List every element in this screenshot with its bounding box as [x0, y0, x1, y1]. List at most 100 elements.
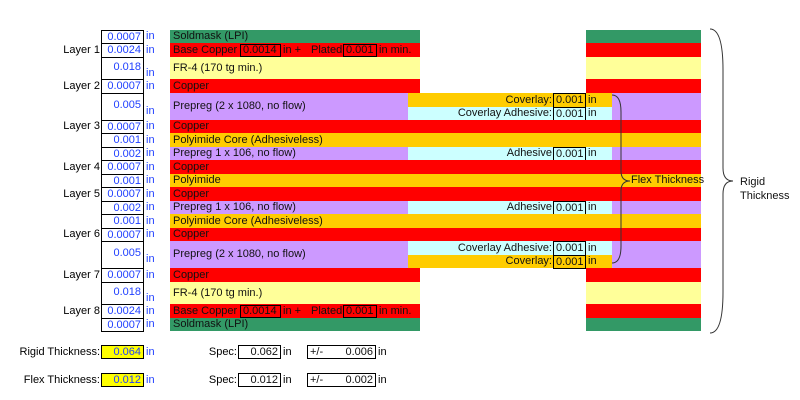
layer-label: Layer 8	[63, 305, 100, 317]
flex-spec-input[interactable]: 0.012	[238, 373, 281, 387]
thickness-unit: in	[146, 105, 155, 117]
coverlay-layer	[408, 255, 612, 268]
base-copper-unit: in +	[283, 305, 302, 317]
flex-thickness-unit: in	[146, 374, 155, 386]
thickness-unit: in	[146, 44, 155, 56]
thickness-unit: in	[146, 253, 155, 265]
rigid-thickness-label-line2: Thickness	[740, 190, 790, 202]
base-copper-unit: in +	[283, 44, 302, 56]
soldmask-layer: Soldmask (LPI)	[170, 30, 420, 43]
plated-copper-input[interactable]: 0.001	[343, 305, 377, 318]
prepreg-layer: Prepreg 1 x 106, no flow)	[170, 147, 408, 160]
fr4-layer-rigid-right	[586, 57, 701, 79]
rigid-thickness-summary-label: Rigid Thickness:	[19, 346, 101, 358]
flex-thickness-summary-label: Flex Thickness:	[23, 374, 100, 386]
thickness-input[interactable]: 0.0024	[101, 304, 144, 319]
thickness-input[interactable]: 0.018	[101, 282, 144, 305]
thickness-unit: in	[146, 30, 155, 42]
thickness-unit: in	[146, 120, 155, 132]
plated-copper-input[interactable]: 0.001	[343, 44, 377, 57]
base-copper-input[interactable]: 0.0014	[240, 305, 281, 318]
adhesive-layer	[408, 201, 612, 214]
flex-layer-unit: in	[588, 94, 597, 106]
thickness-unit: in	[146, 67, 155, 79]
flex-tolerance-input[interactable]: +/- 0.002	[307, 373, 376, 387]
copper-layer: Copper	[170, 228, 701, 241]
thickness-unit: in	[146, 147, 155, 159]
plated-label: Plated	[311, 44, 343, 56]
layer-label: Layer 4	[63, 161, 100, 173]
prepreg-layer-rigid-right	[612, 241, 701, 268]
thickness-unit: in	[146, 161, 155, 173]
prepreg-layer: Prepreg (2 x 1080, no flow)	[170, 93, 408, 120]
fr4-layer: FR-4 (170 tg min.)	[170, 282, 420, 304]
rigid-tolerance-value: 0.006	[345, 346, 373, 358]
thickness-input[interactable]: 0.002	[101, 147, 144, 161]
copper-layer: Copper	[170, 268, 420, 282]
adhesive-layer	[408, 147, 612, 160]
rigid-thickness-brace-icon	[709, 28, 734, 334]
flex-spec-unit: in	[283, 374, 292, 386]
base-copper-label: Base Copper	[173, 305, 238, 317]
thickness-input[interactable]: 0.005	[101, 241, 144, 269]
thickness-input[interactable]: 0.001	[101, 133, 144, 148]
thickness-input[interactable]: 0.005	[101, 93, 144, 121]
copper-layer-rigid-right	[586, 268, 701, 282]
prepreg-layer-rigid-right	[612, 201, 701, 214]
copper-layer-rigid-right	[586, 79, 701, 93]
flex-layer-label: Coverlay Adhesive:	[457, 242, 552, 254]
rigid-tolerance-input[interactable]: +/- 0.006	[307, 345, 376, 359]
thickness-unit: in	[146, 318, 155, 330]
copper-layer	[170, 304, 420, 318]
thickness-unit: in	[146, 174, 155, 186]
polyimide-layer: Polyimide Core (Adhesiveless)	[170, 214, 701, 228]
layer-label: Layer 6	[63, 228, 100, 240]
flex-layer-label: Adhesive	[506, 201, 552, 213]
flex-layer-unit: in	[588, 255, 597, 267]
flex-thickness-brace-icon	[611, 94, 631, 264]
thickness-input[interactable]: 0.0007	[101, 268, 144, 283]
thickness-unit: in	[146, 269, 155, 281]
layer-label: Layer 5	[63, 188, 100, 200]
rigid-spec-input[interactable]: 0.062	[238, 345, 281, 359]
copper-layer: Copper	[170, 120, 701, 133]
base-copper-input[interactable]: 0.0014	[240, 44, 281, 57]
thickness-input[interactable]: 0.0007	[101, 160, 144, 175]
flex-layer-unit: in	[588, 147, 597, 159]
thickness-unit: in	[146, 215, 155, 227]
flex-tolerance-value: 0.002	[345, 374, 373, 386]
thickness-input[interactable]: 0.0007	[101, 318, 144, 332]
thickness-input[interactable]: 0.0007	[101, 79, 144, 94]
layer-label: Layer 1	[63, 44, 100, 56]
flex-layer-unit: in	[588, 242, 597, 254]
soldmask-layer: Soldmask (LPI)	[170, 318, 420, 331]
thickness-unit: in	[146, 292, 155, 304]
flex-layer-label: Adhesive	[506, 147, 552, 159]
thickness-unit: in	[146, 305, 155, 317]
flex-layer-label: Coverlay:	[505, 255, 552, 267]
prepreg-layer-rigid-right	[612, 93, 701, 120]
rigid-thickness-unit: in	[146, 346, 155, 358]
flex-layer-thickness-input[interactable]: 0.001	[553, 255, 586, 269]
fr4-layer-rigid-right	[586, 282, 701, 304]
polyimide-layer: Polyimide Core (Adhesiveless)	[170, 133, 701, 147]
flex-tolerance-unit: in	[378, 374, 387, 386]
prepreg-layer: Prepreg (2 x 1080, no flow)	[170, 241, 408, 268]
plated-unit: in min.	[379, 305, 412, 317]
plated-unit: in min.	[379, 44, 412, 56]
thickness-unit: in	[146, 134, 155, 146]
layer-label: Layer 2	[63, 80, 100, 92]
flex-thickness-value[interactable]: 0.012	[101, 373, 144, 387]
rigid-thickness-value[interactable]: 0.064	[101, 345, 144, 359]
thickness-unit: in	[146, 80, 155, 92]
copper-layer: Copper	[170, 79, 420, 93]
thickness-input[interactable]: 0.0007	[101, 228, 144, 242]
rigid-tolerance-label: +/-	[310, 346, 324, 358]
copper-layer	[170, 43, 420, 57]
flex-tolerance-label: +/-	[310, 374, 324, 386]
flex-thickness-label: Flex Thickness	[631, 174, 705, 186]
copper-layer-rigid-right	[586, 304, 701, 318]
thickness-input[interactable]: 0.0024	[101, 43, 144, 58]
flex-layer-unit: in	[588, 107, 597, 119]
